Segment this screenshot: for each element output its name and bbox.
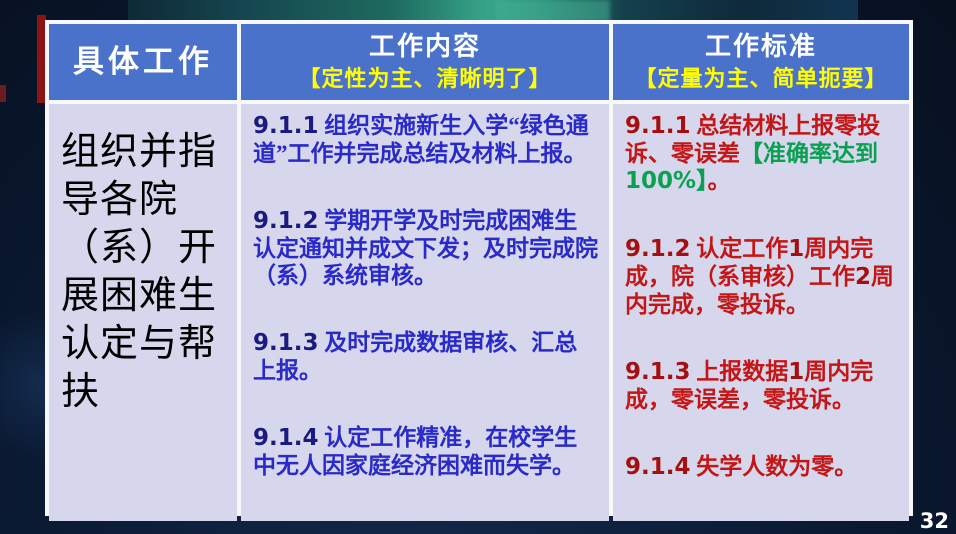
list-item: 9.1.1 组织实施新生入学“绿色通道”工作并完成总结及材料上报。 <box>253 112 599 167</box>
work-standards-table: 具体工作 工作内容 【定性为主、清晰明了】 工作标准 【定量为主、简单扼要】 组… <box>45 20 913 521</box>
text-run: 周内完成，零投诉。 <box>625 264 895 317</box>
header-cell-work-content: 工作内容 【定性为主、清晰明了】 <box>241 24 609 100</box>
header-title: 工作标准 <box>704 32 817 62</box>
work-content-cell: 9.1.1 组织实施新生入学“绿色通道”工作并完成总结及材料上报。 9.1.2 学… <box>241 104 609 521</box>
list-item: 9.1.2 认定工作1周内完成，院（系审核）工作2周内完成，零投诉。 <box>625 235 899 318</box>
header-title: 具体工作 <box>73 44 213 80</box>
text-run: 周内完成，零误差，零投诉。 <box>625 359 874 412</box>
background-photo-highlight <box>495 0 610 22</box>
text-run: 9.1.3 <box>625 359 691 385</box>
header-cell-work-standard: 工作标准 【定量为主、简单扼要】 <box>613 24 909 100</box>
header-subtitle: 【定性为主、清晰明了】 <box>298 66 552 92</box>
red-accent-bar <box>37 15 46 103</box>
text-run: 1 <box>788 359 805 385</box>
text-run: 2 <box>855 264 872 290</box>
text-run: 组织实施新生入学“绿色通道”工作并完成总结及材料上报。 <box>253 113 589 166</box>
list-item: 9.1.3 及时完成数据审核、汇总上报。 <box>253 329 599 384</box>
text-run: 【准确率达到 <box>740 141 878 166</box>
background-photo-strip <box>128 0 858 22</box>
header-cell-specific-work: 具体工作 <box>49 24 237 100</box>
text-run: 9.1.3 <box>253 330 319 356</box>
text-run: 】 <box>696 168 708 193</box>
text-run: 认定工作 <box>690 236 789 261</box>
text-run: 上报数据 <box>690 359 789 384</box>
text-run: 认定工作精准，在校学生中无人因家庭经济困难而失学。 <box>253 425 578 478</box>
text-run: 1 <box>788 236 805 262</box>
text-run: 总结材料上报零投诉、零误差 <box>625 113 881 166</box>
list-item: 9.1.1 总结材料上报零投诉、零误差【准确率达到 100%】。 <box>625 112 899 195</box>
text-run: 9.1.1 <box>625 113 691 139</box>
page-number: 32 <box>919 509 949 533</box>
text-run: 9.1.4 <box>253 425 319 451</box>
list-item: 9.1.3 上报数据1周内完成，零误差，零投诉。 <box>625 358 899 413</box>
header-subtitle: 【定量为主、简单扼要】 <box>634 66 888 92</box>
task-description-cell: 组织并指导各院（系）开展困难生认定与帮扶 <box>49 104 237 521</box>
text-run: 9.1.2 <box>253 208 319 234</box>
work-standard-cell: 9.1.1 总结材料上报零投诉、零误差【准确率达到 100%】。 9.1.2 认定工… <box>613 104 909 521</box>
text-run: 9.1.4 <box>625 454 691 480</box>
text-run: 及时完成数据审核、汇总上报。 <box>253 330 578 383</box>
text-run: 9.1.1 <box>253 113 319 139</box>
header-title: 工作内容 <box>368 32 481 62</box>
text-run: 失学人数为零。 <box>690 454 858 479</box>
text-run: 100% <box>625 168 697 194</box>
text-run: 学期开学及时完成困难生认定通知并成文下发；及时完成院（系）系统审核。 <box>253 208 598 288</box>
list-item: 9.1.4 认定工作精准，在校学生中无人因家庭经济困难而失学。 <box>253 424 599 479</box>
text-run: 。 <box>707 168 731 193</box>
text-run: 周内完成，院（系审核）工作 <box>625 236 874 289</box>
red-edge-speck <box>0 85 6 102</box>
list-item: 9.1.4 失学人数为零。 <box>625 453 899 481</box>
text-run: 9.1.2 <box>625 236 691 262</box>
list-item: 9.1.2 学期开学及时完成困难生认定通知并成文下发；及时完成院（系）系统审核。 <box>253 207 599 289</box>
